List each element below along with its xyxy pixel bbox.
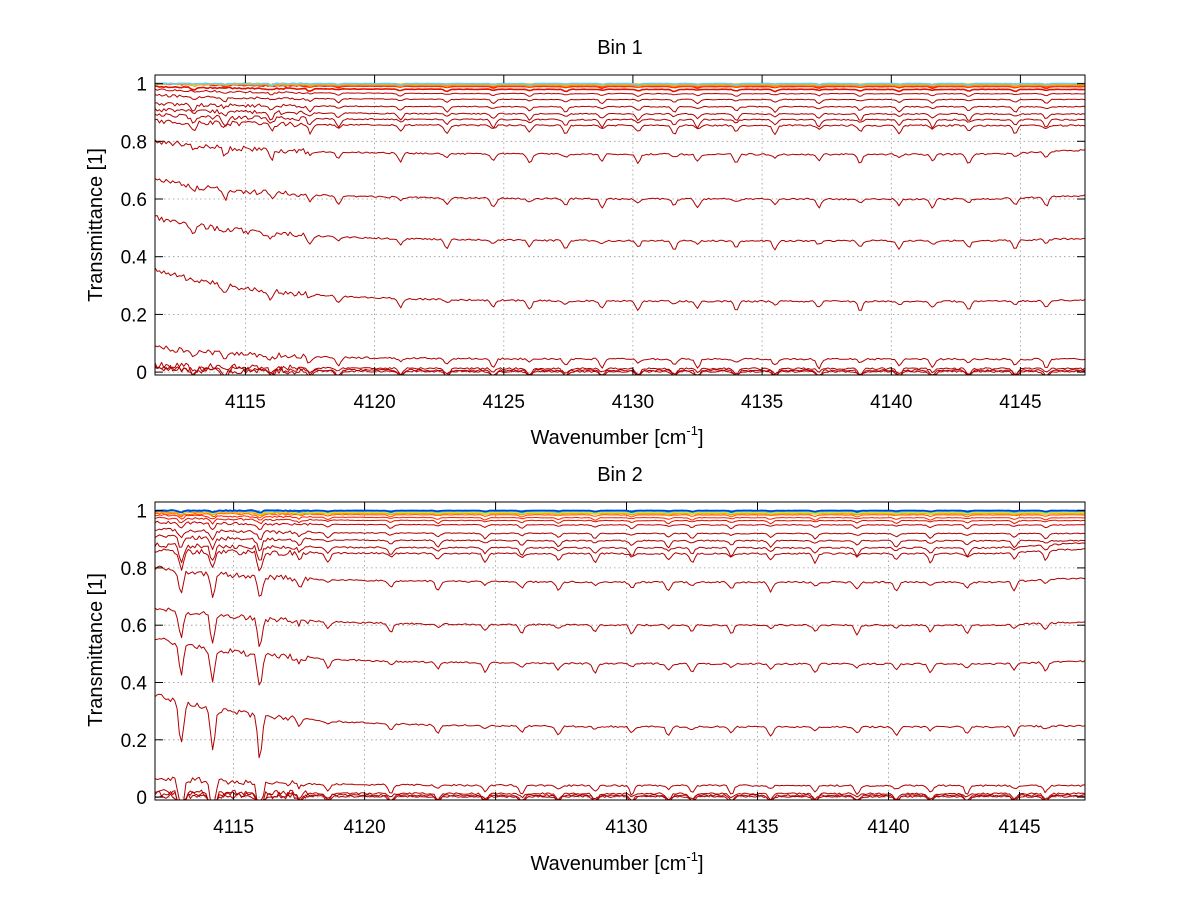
series-line <box>154 82 1086 88</box>
y-tick-label: 0.2 <box>121 305 147 326</box>
chart-title: Bin 2 <box>597 464 643 486</box>
series-line <box>154 215 1086 251</box>
series-line <box>154 637 1086 686</box>
tick-marks <box>155 502 1085 800</box>
x-tick-labels: 4115 4120 4125 4130 4135 4140 4145 <box>213 817 1040 838</box>
x-tick-label: 4140 <box>867 817 909 838</box>
x-tick-label: 4130 <box>605 817 647 838</box>
x-axis-label: Wavenumber [cm-1] <box>530 423 703 449</box>
series-line <box>154 607 1086 647</box>
series-lines <box>154 509 1086 801</box>
x-tick-label: 4125 <box>483 392 525 413</box>
y-tick-label: 0.4 <box>121 674 148 695</box>
series-line <box>154 108 1086 121</box>
x-tick-label: 4145 <box>998 817 1040 838</box>
x-axis-label: Wavenumber [cm-1] <box>530 849 703 875</box>
y-axis-label: Transmittance [1] <box>85 573 107 727</box>
series-line <box>154 548 1086 572</box>
y-tick-labels: 0 0.2 0.4 0.6 0.8 1 <box>121 502 148 810</box>
series-line <box>155 85 1086 93</box>
series-line <box>154 102 1086 113</box>
series-line <box>154 693 1086 759</box>
chart-bin-2: Bin 2 0 0.2 0.4 0.6 0.8 1 4115 4120 4125 4130 413… <box>85 464 1086 875</box>
series-line <box>154 139 1086 164</box>
x-tick-label: 4135 <box>741 392 783 413</box>
y-tick-labels: 0 0.2 0.4 0.6 0.8 1 <box>121 75 148 384</box>
series-line <box>154 93 1086 105</box>
y-tick-label: 1 <box>136 502 147 523</box>
chart-bin-1: Bin 1 0 0.2 0.4 0.6 0.8 1 4115 4120 4125 4130 413… <box>85 37 1086 449</box>
series-line <box>154 520 1086 531</box>
y-axis-label: Transmittance [1] <box>85 148 107 302</box>
series-line <box>154 82 1086 87</box>
series-line <box>154 527 1086 541</box>
series-line <box>154 88 1086 97</box>
series-line <box>154 178 1086 209</box>
x-tick-label: 4125 <box>474 817 516 838</box>
x-axis-label-end: ] <box>698 853 704 875</box>
x-tick-label: 4115 <box>225 392 266 413</box>
x-tick-label: 4145 <box>999 392 1041 413</box>
x-tick-labels: 4115 4120 4125 4130 4135 4140 4145 <box>225 392 1042 413</box>
x-axis-label-end: ] <box>698 427 704 449</box>
series-line <box>154 513 1086 521</box>
y-tick-label: 0.6 <box>121 190 147 211</box>
series-line <box>154 365 1086 376</box>
y-tick-label: 0 <box>136 363 147 384</box>
y-tick-label: 0.8 <box>121 559 147 580</box>
series-line <box>154 776 1086 801</box>
series-line <box>154 542 1086 564</box>
x-tick-label: 4135 <box>736 817 778 838</box>
y-tick-label: 0.6 <box>121 616 147 637</box>
y-tick-label: 0 <box>136 788 147 809</box>
x-axis-label-superscript: -1 <box>686 849 698 864</box>
x-axis-label-superscript: -1 <box>686 423 698 438</box>
series-line <box>154 345 1086 370</box>
axes-box <box>154 74 1086 376</box>
x-tick-label: 4140 <box>870 392 912 413</box>
series-line <box>154 790 1085 801</box>
y-tick-label: 1 <box>136 75 147 96</box>
series-line <box>154 118 1086 135</box>
x-axis-label-text: Wavenumber [cm <box>530 853 686 875</box>
series-line <box>154 565 1086 598</box>
x-tick-label: 4120 <box>343 817 385 838</box>
series-line <box>154 534 1085 552</box>
y-tick-label: 0.2 <box>121 731 147 752</box>
x-axis-label-text: Wavenumber [cm <box>530 427 686 449</box>
chart-title: Bin 1 <box>597 37 643 59</box>
y-tick-label: 0.4 <box>121 248 148 269</box>
x-tick-label: 4120 <box>353 392 395 413</box>
y-tick-label: 0.8 <box>121 132 147 153</box>
series-line <box>154 267 1086 311</box>
x-tick-label: 4130 <box>612 392 654 413</box>
series-line <box>154 113 1086 129</box>
series-line <box>154 516 1086 525</box>
tick-marks <box>155 75 1085 375</box>
axes-box <box>154 501 1086 801</box>
series-line <box>154 509 1086 514</box>
x-tick-label: 4115 <box>213 817 254 838</box>
